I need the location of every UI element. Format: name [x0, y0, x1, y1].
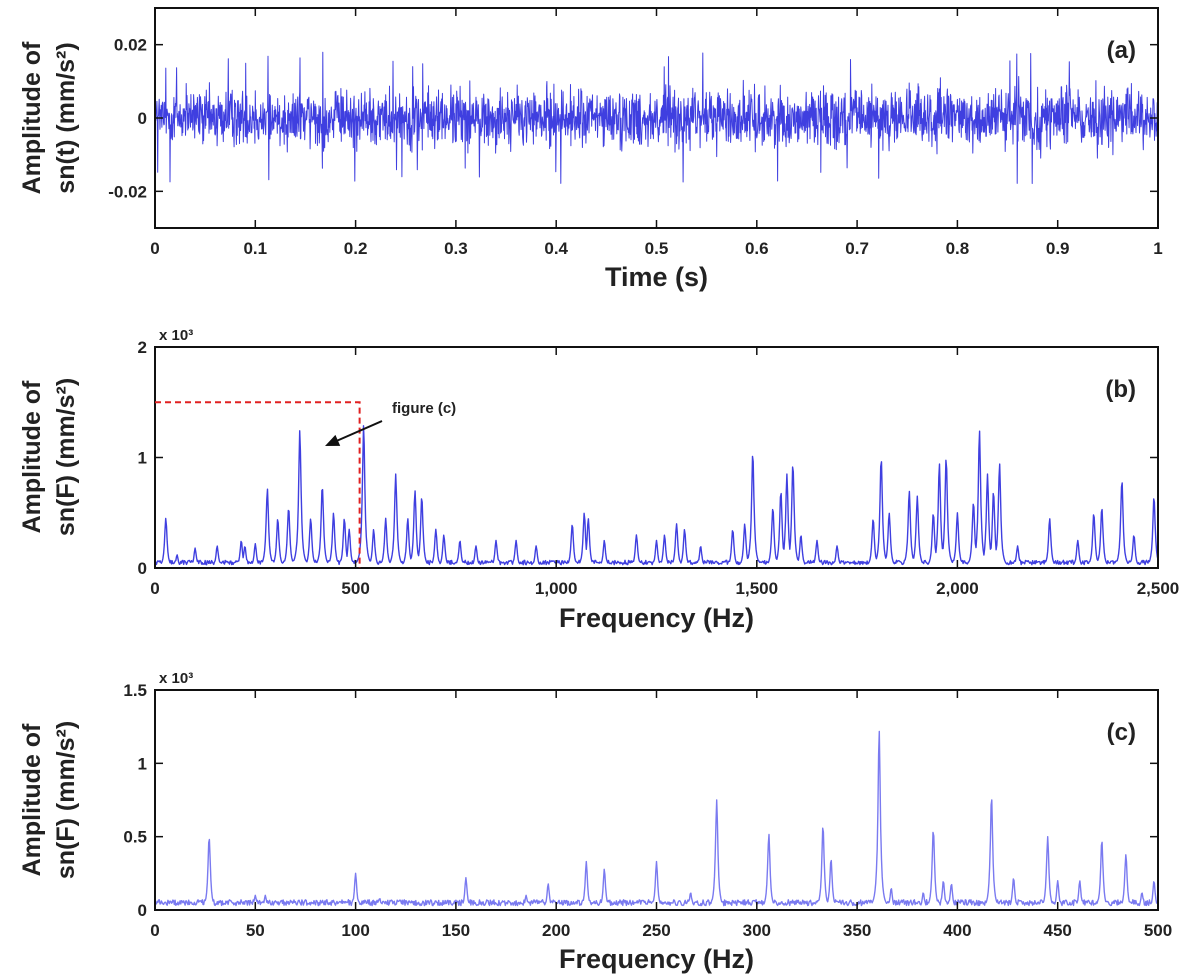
exponent-label-b: x 10³ [159, 327, 193, 344]
y-tick-label: 0 [138, 559, 147, 578]
x-tick-label: 0 [150, 239, 159, 258]
y-tick-label: 0.5 [123, 828, 147, 847]
x-tick-label: 200 [542, 921, 570, 940]
x-tick-label: 0.7 [845, 239, 869, 258]
x-tick-label: 0 [150, 579, 159, 598]
y-tick-label: -0.02 [108, 182, 147, 201]
x-tick-label: 450 [1044, 921, 1072, 940]
zoom-arrow-head [325, 434, 341, 446]
axis-ticks-b: 0 500 1,000 1,500 2,000 2,500 0 1 2 [138, 338, 1180, 598]
spectrum-trace-c [154, 730, 1159, 907]
panel-label-c: (c) [1107, 719, 1136, 746]
x-tick-label: 150 [442, 921, 470, 940]
x-axis-label-a: Time (s) [605, 262, 708, 292]
x-tick-label: 50 [246, 921, 265, 940]
x-tick-label: 0.1 [243, 239, 267, 258]
x-tick-label: 0.2 [344, 239, 368, 258]
x-tick-label: 500 [1144, 921, 1172, 940]
y-tick-label: 0 [138, 901, 147, 920]
exponent-label-c: x 10³ [159, 670, 193, 687]
x-tick-label: 0.4 [544, 239, 568, 258]
x-tick-label: 500 [341, 579, 369, 598]
y-axis-label-c-line2: sn(F) (mm/s²) [52, 721, 80, 879]
panel-label-a: (a) [1107, 37, 1136, 64]
series-line-b [154, 425, 1159, 566]
x-tick-label: 0.6 [745, 239, 769, 258]
y-tick-label: 0.02 [114, 36, 147, 55]
y-tick-label: 1 [138, 449, 147, 468]
series-line-c [154, 730, 1159, 907]
zoom-region-annotation: figure (c) [155, 400, 456, 568]
y-tick-label: 2 [138, 338, 147, 357]
panel-b: 0 500 1,000 1,500 2,000 2,500 0 1 2 (b) Frequenc… [18, 327, 1179, 633]
panel-a: 0 0.1 0.2 0.3 0.4 0.5 0.6 0.7 0.8 0.9 1-0.0200.02 … [18, 7, 1163, 292]
x-tick-label: 2,000 [936, 579, 979, 598]
x-tick-label: 300 [743, 921, 771, 940]
y-axis-label-b-line2: sn(F) (mm/s²) [52, 378, 80, 536]
x-tick-label: 100 [341, 921, 369, 940]
x-tick-label: 0.9 [1046, 239, 1070, 258]
y-axis-label-a-line1: Amplitude of [18, 41, 46, 194]
zoom-annotation-label: figure (c) [392, 400, 456, 417]
x-tick-label: 400 [943, 921, 971, 940]
x-tick-label: 2,500 [1137, 579, 1180, 598]
x-tick-label: 1,500 [736, 579, 779, 598]
y-axis-label-c-line1: Amplitude of [18, 723, 46, 876]
x-tick-label: 0.3 [444, 239, 468, 258]
signal-trace-a [154, 51, 1159, 184]
axis-ticks-c: 0 50 100 150 200 250 300 350 400 450 500 0 0.5 1 1.5 [123, 681, 1172, 940]
x-tick-label: 0 [150, 921, 159, 940]
panel-c: 0 50 100 150 200 250 300 350 400 450 500 0 0.5 1 1.5 (… [18, 670, 1172, 974]
y-tick-label: 1.5 [123, 681, 147, 700]
x-tick-label: 0.5 [645, 239, 669, 258]
zoom-region-box [155, 401, 361, 568]
y-tick-label: 1 [138, 754, 147, 773]
y-axis-label-a-line2: sn(t) (mm/s²) [52, 42, 80, 193]
y-tick-label: 0 [138, 109, 147, 128]
plot-frame-c [154, 689, 1159, 911]
x-axis-label-c: Frequency (Hz) [559, 944, 754, 974]
x-tick-label: 0.8 [946, 239, 970, 258]
x-tick-label: 1 [1153, 239, 1162, 258]
series-line-a [154, 51, 1159, 184]
x-tick-label: 1,000 [535, 579, 578, 598]
y-axis-label-b-line1: Amplitude of [18, 380, 46, 533]
zoom-arrow [332, 420, 383, 444]
x-axis-label-b: Frequency (Hz) [559, 603, 754, 633]
x-tick-label: 250 [642, 921, 670, 940]
axis-ticks-a: 0 0.1 0.2 0.3 0.4 0.5 0.6 0.7 0.8 0.9 1 -0.02 0 0.02 [108, 8, 1163, 258]
spectrum-trace-b [154, 425, 1159, 566]
panel-label-b: (b) [1105, 376, 1136, 403]
plot-frame-b [154, 346, 1159, 569]
x-tick-label: 350 [843, 921, 871, 940]
